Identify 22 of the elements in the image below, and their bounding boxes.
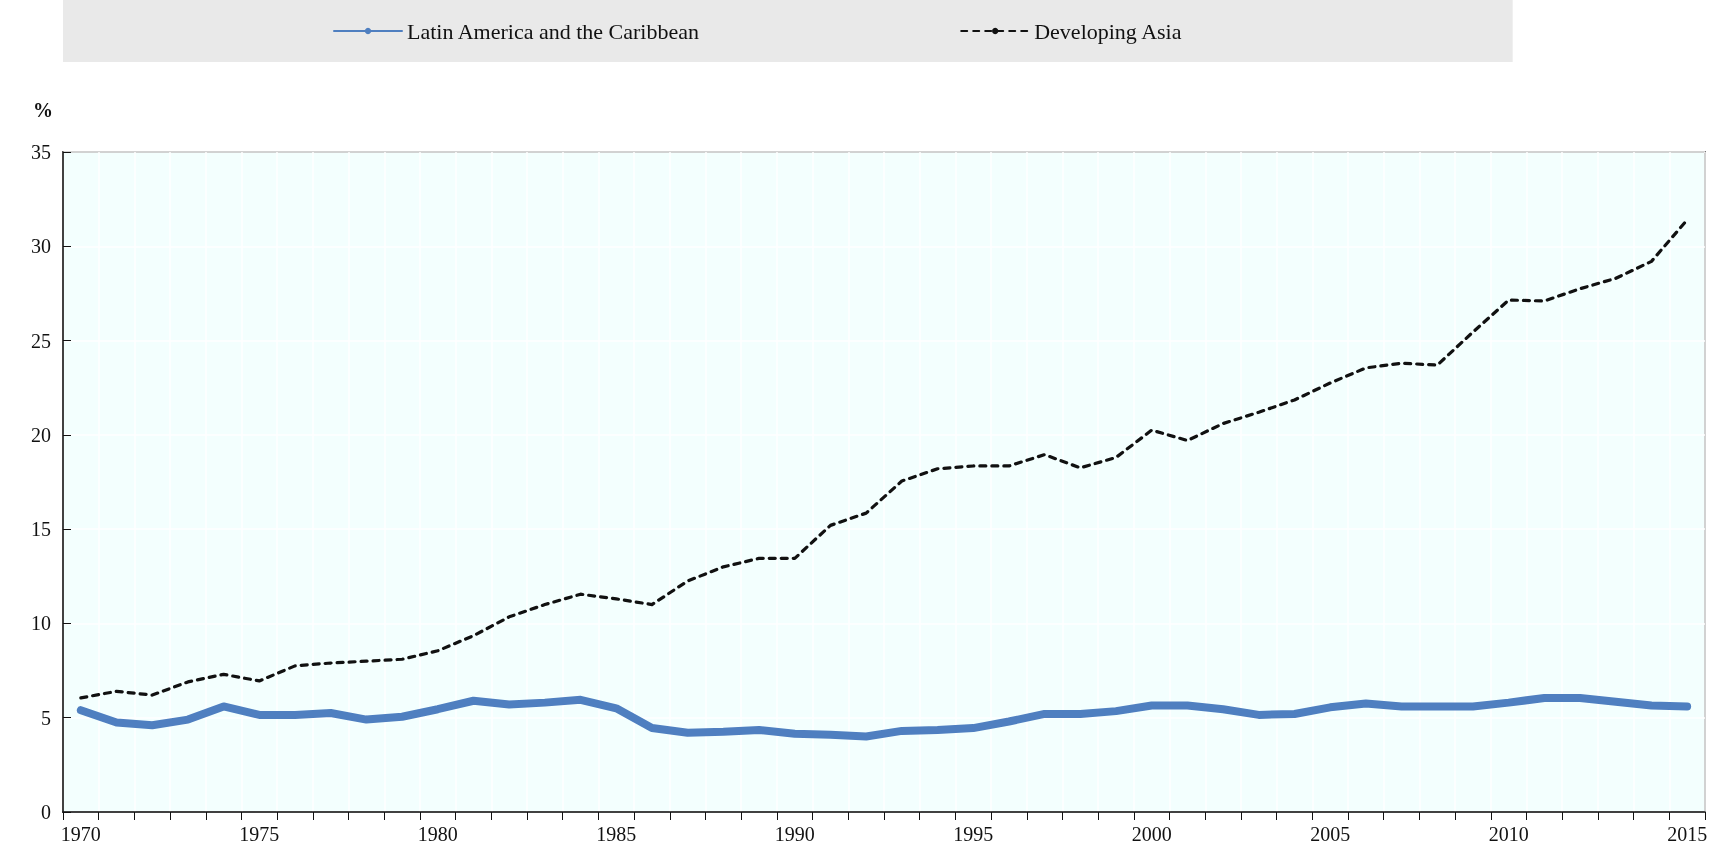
- y-axis-title: %: [33, 99, 53, 121]
- line-series: [79, 218, 1689, 700]
- x-tick-label: 1985: [596, 823, 637, 845]
- x-tick-label: 1970: [60, 823, 101, 845]
- x-tick-label: 2010: [1488, 823, 1529, 845]
- y-tick-label: 10: [31, 612, 51, 635]
- y-tick-label: 5: [41, 706, 51, 729]
- x-tick-label: 2015: [1667, 823, 1708, 845]
- x-tick-label: 2005: [1310, 823, 1351, 845]
- x-tick-label: 1975: [239, 823, 280, 845]
- y-tick-label: 30: [31, 235, 51, 258]
- y-tick-label: 15: [31, 518, 51, 541]
- legend-label: Developing Asia: [1034, 18, 1182, 44]
- y-tick-label: 20: [31, 423, 51, 446]
- x-tick-label: 1990: [774, 823, 815, 845]
- y-tick-label: 35: [31, 141, 51, 163]
- y-tick-label: 25: [31, 329, 51, 352]
- legend-label: Latin America and the Caribbean: [407, 18, 699, 44]
- x-tick-label: 1995: [953, 823, 994, 845]
- y-tick-label: 0: [41, 801, 51, 823]
- x-tick-label: 2000: [1131, 823, 1172, 845]
- x-tick-label: 1980: [417, 823, 458, 845]
